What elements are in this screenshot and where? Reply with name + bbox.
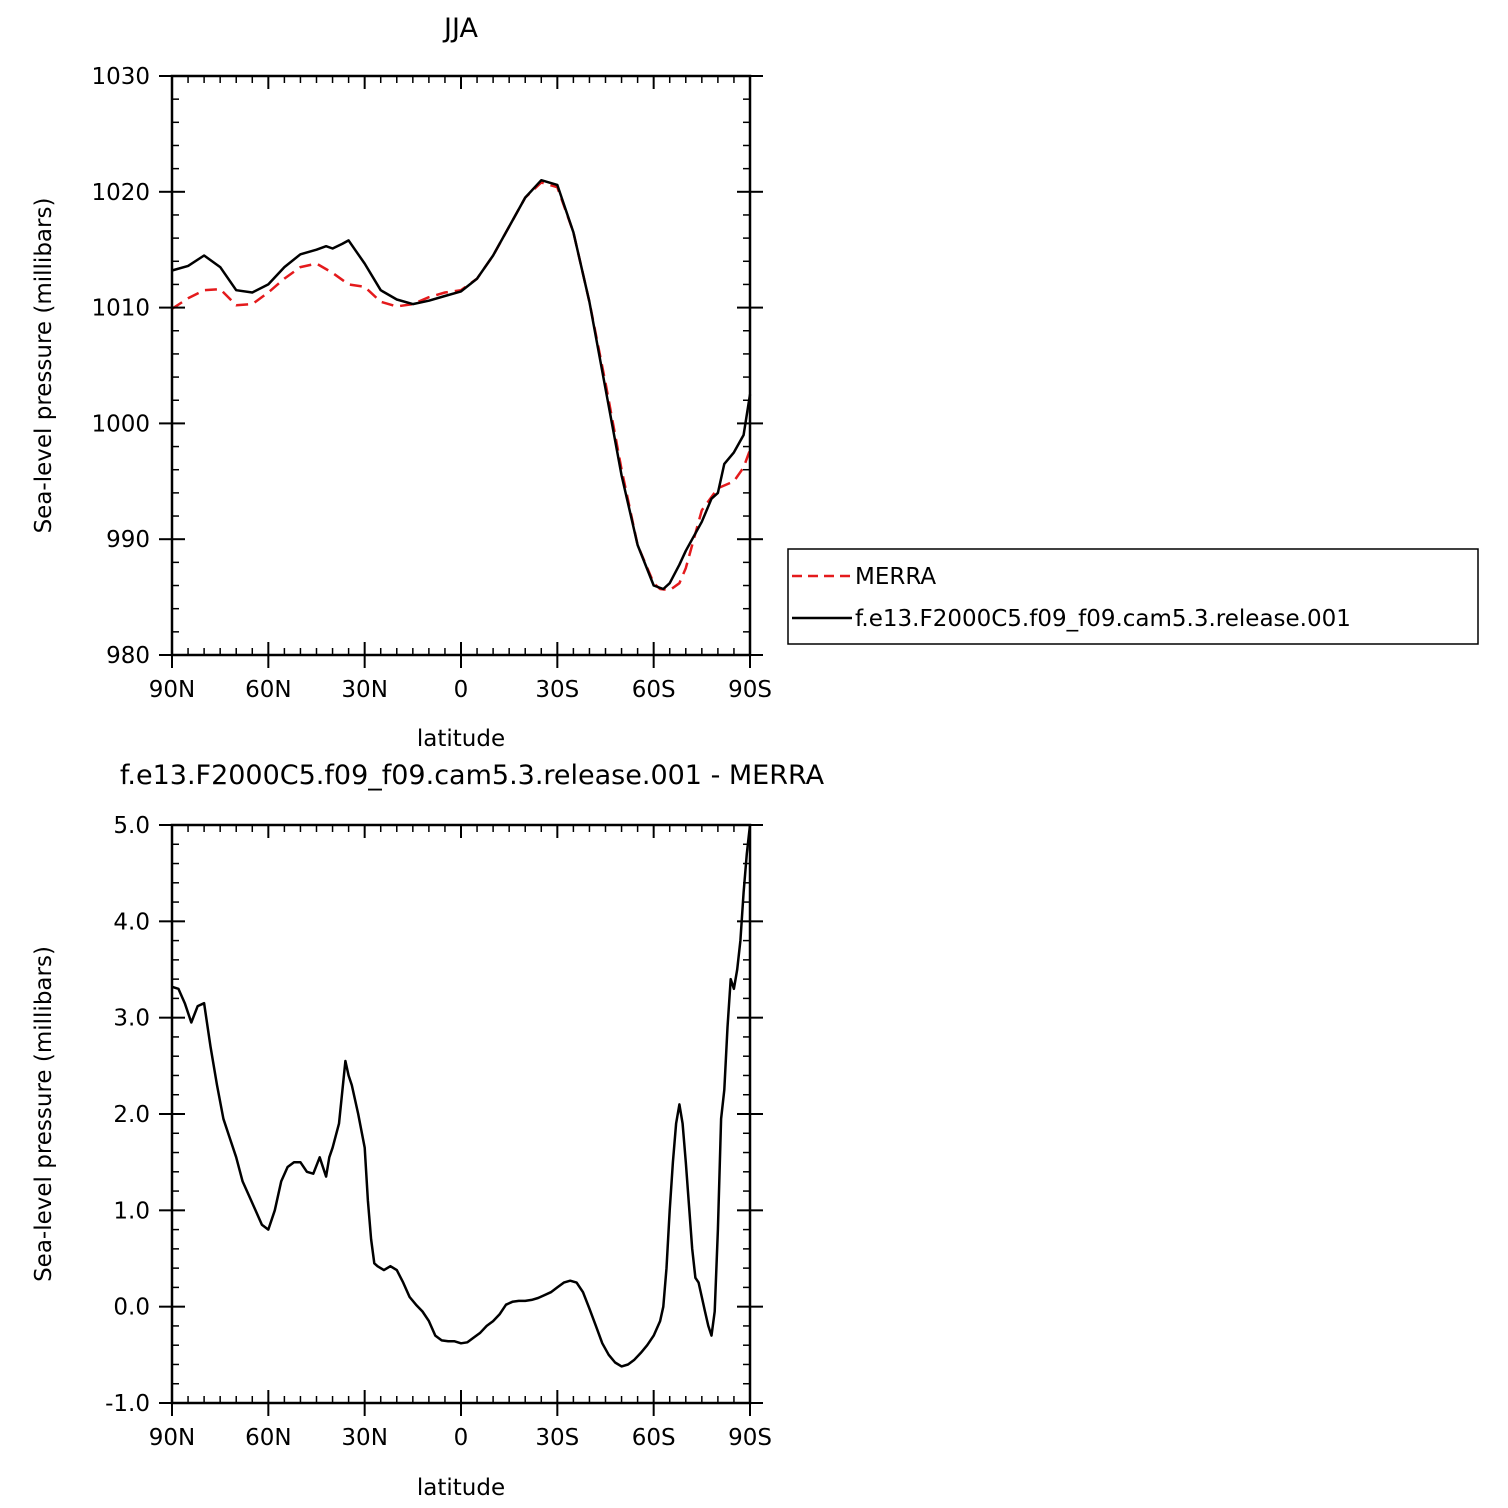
bottom-x-tick-label: 30N [341, 1425, 387, 1451]
top-y-tick-label: 980 [106, 643, 150, 669]
top-y-axis-label: Sea-level pressure (millibars) [31, 198, 57, 534]
bottom-x-tick-label: 0 [454, 1425, 469, 1451]
bottom-y-tick-label: 4.0 [113, 909, 150, 935]
top-x-tick-label: 90N [149, 677, 195, 703]
top-x-tick-label: 30N [341, 677, 387, 703]
top-chart-ticks: 90N 60N 30N 0 30S 60S 90S 980 990 1000 1010 1020 103… [91, 64, 771, 703]
top-x-tick-label: 60N [245, 677, 291, 703]
bottom-y-tick-label: 3.0 [113, 1006, 150, 1032]
bottom-x-axis-label: latitude [417, 1475, 505, 1501]
top-x-axis-label: latitude [417, 726, 505, 752]
bottom-y-tick-label: 2.0 [113, 1102, 150, 1128]
top-chart-series [171, 178, 752, 592]
bottom-x-tick-label: 60N [245, 1425, 291, 1451]
top-y-tick-label: 1010 [91, 296, 150, 322]
bottom-y-tick-label: 5.0 [113, 813, 150, 839]
top-y-tick-label: 990 [106, 527, 150, 553]
top-x-tick-label: 90S [728, 677, 772, 703]
legend-box [787, 548, 1479, 645]
bottom-y-axis-label: Sea-level pressure (millibars) [31, 946, 57, 1282]
bottom-line-chart: f.e13.F2000C5.f09_f09.cam5.3.release.001… [31, 760, 825, 1501]
bottom-series-line-model [171, 824, 752, 1368]
top-plot-frame [170, 74, 752, 657]
top-series-line-merra [171, 181, 752, 592]
top-y-tick-label: 1030 [91, 64, 150, 90]
top-x-tick-label: 30S [535, 677, 579, 703]
bottom-chart-title: f.e13.F2000C5.f09_f09.cam5.3.release.001… [120, 760, 825, 791]
bottom-chart-ticks: 90N 60N 30N 0 30S 60S 90S -1.0 0.0 1.0 2.0 3.0 4.0 5.… [105, 813, 772, 1451]
top-x-tick-label: 60S [632, 677, 676, 703]
legend: MERRA f.e13.F2000C5.f09_f09.cam5.3.relea… [787, 548, 1479, 645]
bottom-y-tick-label: 1.0 [113, 1198, 150, 1224]
bottom-plot-frame [170, 823, 752, 1405]
bottom-x-tick-label: 30S [535, 1425, 579, 1451]
bottom-x-tick-label: 90N [149, 1425, 195, 1451]
top-line-chart: JJA 90N 60N 30N 0 30S 60S 90S 980 990 1000 1010 102… [31, 13, 772, 752]
bottom-y-tick-label: -1.0 [105, 1391, 150, 1417]
bottom-y-tick-label: 0.0 [113, 1295, 150, 1321]
bottom-chart-series [171, 824, 752, 1368]
bottom-x-tick-label: 90S [728, 1425, 772, 1451]
top-series-line-model [171, 178, 752, 591]
legend-label-model: f.e13.F2000C5.f09_f09.cam5.3.release.001 [855, 606, 1351, 632]
top-y-tick-label: 1020 [91, 180, 150, 206]
bottom-x-tick-label: 60S [632, 1425, 676, 1451]
legend-label-merra: MERRA [855, 564, 936, 590]
top-x-tick-label: 0 [454, 677, 469, 703]
top-chart-title: JJA [442, 13, 478, 44]
top-y-tick-label: 1000 [91, 411, 150, 437]
